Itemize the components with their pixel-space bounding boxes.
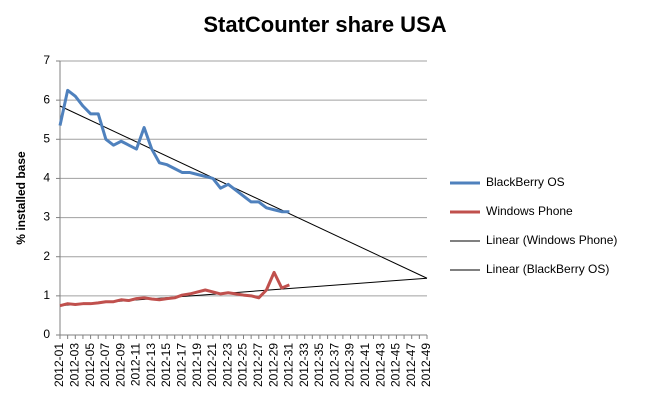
x-tick-label: 2012-09 [113, 343, 127, 387]
y-tick-label: 7 [43, 53, 50, 67]
x-tick-label: 2012-39 [343, 343, 357, 387]
x-tick-label: 2012-07 [98, 343, 112, 387]
x-tick-label: 2012-37 [327, 343, 341, 387]
x-tick-label: 2012-31 [282, 343, 296, 387]
x-tick-label: 2012-21 [205, 343, 219, 387]
x-tick-label: 2012-05 [83, 343, 97, 387]
x-tick-label: 2012-17 [175, 343, 189, 387]
x-tick-label: 2012-47 [404, 343, 418, 387]
x-tick-label: 2012-11 [129, 343, 143, 386]
x-tick-label: 2012-01 [52, 343, 66, 387]
y-tick-label: 1 [43, 288, 50, 302]
legend-label: BlackBerry OS [486, 175, 565, 189]
x-tick-label: 2012-33 [297, 343, 311, 387]
series-line [59, 270, 290, 308]
legend-label: Windows Phone [486, 204, 573, 218]
y-tick-label: 5 [43, 131, 50, 145]
x-tick-label: 2012-45 [389, 343, 403, 387]
x-tick-label: 2012-27 [251, 343, 265, 387]
y-tick-label: 3 [43, 210, 50, 224]
x-tick-label: 2012-23 [220, 343, 234, 387]
legend-label: Linear (Windows Phone) [486, 233, 617, 247]
y-axis-label: % installed base [14, 151, 28, 245]
trendline [59, 105, 428, 279]
y-tick-label: 4 [43, 171, 50, 185]
y-tick-label: 6 [43, 92, 50, 106]
x-tick-label: 2012-13 [144, 343, 158, 387]
x-tick-label: 2012-25 [236, 343, 250, 387]
x-tick-label: 2012-15 [159, 343, 173, 387]
series-line [58, 88, 290, 214]
x-tick-label: 2012-41 [358, 343, 372, 387]
x-tick-label: 2012-03 [67, 343, 81, 387]
y-tick-label: 2 [43, 249, 50, 263]
y-tick-label: 0 [43, 327, 50, 341]
x-tick-label: 2012-19 [190, 343, 204, 387]
x-tick-label: 2012-43 [373, 343, 387, 387]
chart-title: StatCounter share USA [203, 12, 446, 37]
x-tick-label: 2012-49 [419, 343, 433, 387]
x-tick-label: 2012-35 [312, 343, 326, 387]
legend-label: Linear (BlackBerry OS) [486, 262, 609, 276]
x-tick-label: 2012-29 [266, 343, 280, 387]
